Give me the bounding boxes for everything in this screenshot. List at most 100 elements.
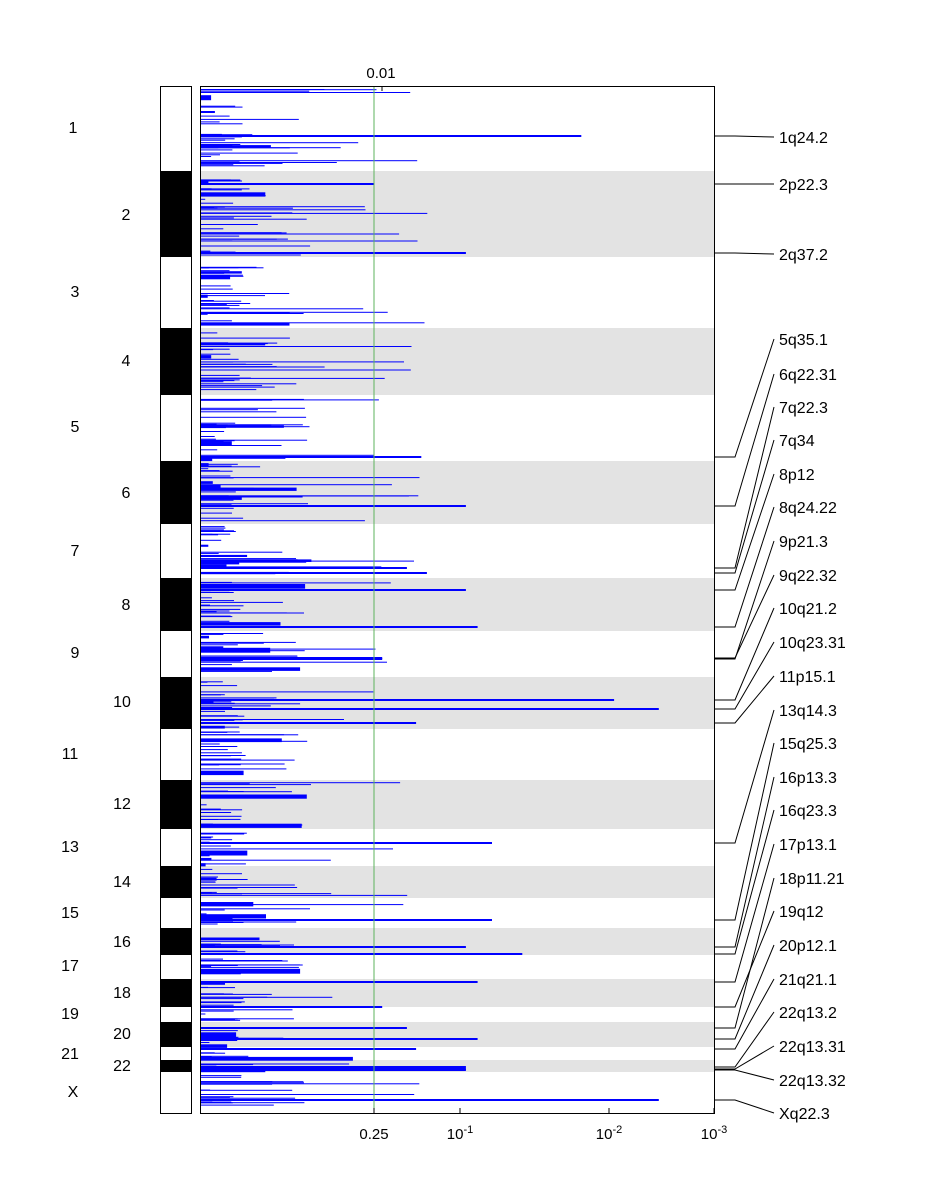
deletion-bar [201, 938, 226, 940]
deletion-bar [201, 164, 234, 166]
deletion-bar [201, 604, 210, 606]
deletion-bar [201, 379, 240, 381]
deletion-bar [201, 496, 242, 500]
deletion-bar [201, 966, 299, 968]
deletion-bar [201, 650, 305, 652]
deletion-bar [201, 836, 214, 838]
deletion-bar [201, 894, 408, 896]
peak-bar-13q14.3 [201, 842, 492, 844]
chromosome-label-21: 21 [61, 1046, 79, 1063]
deletion-bar [201, 633, 224, 635]
deletion-bar [201, 250, 211, 252]
deletion-bar [201, 892, 212, 894]
peak-leader-line [714, 473, 775, 591]
deletion-bar [201, 381, 224, 383]
deletion-bar [201, 763, 285, 765]
deletion-bar [201, 749, 228, 751]
deletion-bar [201, 884, 295, 886]
deletion-bar [201, 1063, 350, 1065]
deletion-bar [201, 162, 233, 164]
deletion-bar [201, 499, 234, 501]
deletion-bar [201, 1094, 415, 1095]
peak-bar-1q24.2 [201, 135, 582, 137]
deletion-bar [201, 238, 288, 240]
peak-label-8q24.22: 8q24.22 [779, 500, 837, 517]
deletion-bar [201, 794, 307, 799]
deletion-bar [201, 768, 287, 770]
deletion-bar [201, 1076, 242, 1078]
deletion-bar [201, 586, 220, 588]
deletion-bar [201, 584, 222, 586]
deletion-bar [201, 527, 226, 529]
deletion-bar [201, 743, 220, 745]
deletion-bar [201, 477, 420, 479]
x-tick-label: 0.25 [359, 1126, 388, 1143]
deletion-bar [201, 601, 283, 603]
deletion-bar [201, 809, 243, 811]
deletion-bar [201, 517, 244, 519]
deletion-bar [201, 808, 221, 810]
deletion-bar [201, 1001, 245, 1003]
deletion-bar [201, 121, 220, 123]
peak-bar-5q35.1 [201, 456, 422, 458]
ideogram-segment-19 [161, 1007, 191, 1022]
chromosome-bands [201, 171, 714, 1072]
peak-bar-10q21.2 [201, 699, 615, 701]
deletion-bar [201, 1064, 254, 1066]
deletion-bars [201, 89, 659, 1106]
deletion-bar [201, 893, 332, 895]
peak-bar-6q22.31 [201, 505, 466, 507]
deletion-bar [201, 123, 243, 125]
deletion-bar [201, 1089, 293, 1091]
deletion-bar [201, 611, 217, 613]
deletion-bar [201, 322, 290, 326]
deletion-bar [201, 300, 214, 301]
deletion-bar [201, 154, 220, 156]
deletion-bar [201, 322, 425, 324]
peak-bar-9q22.32 [201, 657, 383, 659]
deletion-bar [201, 998, 244, 1000]
deletion-bar [201, 198, 206, 200]
deletion-bar [201, 1102, 305, 1104]
deletion-bar [201, 702, 235, 704]
x-tick-exponent: -3 [717, 1124, 727, 1136]
deletion-bar [201, 304, 227, 306]
deletion-bar [201, 833, 245, 835]
deletion-bar [201, 635, 209, 639]
peak-leader-line [714, 843, 775, 983]
deletion-bar [201, 670, 272, 672]
deletion-bar [201, 552, 219, 554]
deletion-bar [201, 850, 231, 852]
peak-bar-2p22.3 [201, 183, 374, 185]
x-tick-label: 10-2 [596, 1124, 622, 1143]
deletion-bar [201, 848, 393, 850]
deletion-bar [201, 958, 223, 960]
deletion-bar [201, 960, 288, 962]
deletion-bar [201, 694, 221, 696]
deletion-bar [201, 233, 400, 235]
deletion-bar [201, 449, 218, 451]
deletion-bar [201, 503, 232, 505]
deletion-bar [201, 1018, 294, 1020]
deletion-bar [201, 192, 240, 194]
deletion-bar [201, 118, 299, 120]
peak-leader-line [714, 910, 775, 1008]
ideogram-segment-8 [161, 578, 191, 631]
deletion-bar [201, 731, 240, 733]
deletion-bar [201, 134, 253, 136]
chromosome-ideogram-frame [160, 86, 192, 1114]
chromosome-label-X: X [68, 1084, 79, 1101]
deletion-bar [201, 863, 206, 867]
x-tick-label: 10-1 [447, 1124, 473, 1143]
ideogram-segment-5 [161, 396, 191, 461]
ideogram-segment-15 [161, 898, 191, 928]
deletion-bar [201, 791, 292, 793]
deletion-bar [201, 699, 214, 704]
deletion-bar [201, 1013, 206, 1015]
deletion-bar [201, 361, 234, 363]
deletion-bar [201, 438, 216, 440]
deletion-bar [201, 529, 224, 531]
deletion-bar [201, 739, 211, 741]
chromosome-label-11: 11 [62, 746, 79, 763]
deletion-bar [201, 564, 227, 569]
